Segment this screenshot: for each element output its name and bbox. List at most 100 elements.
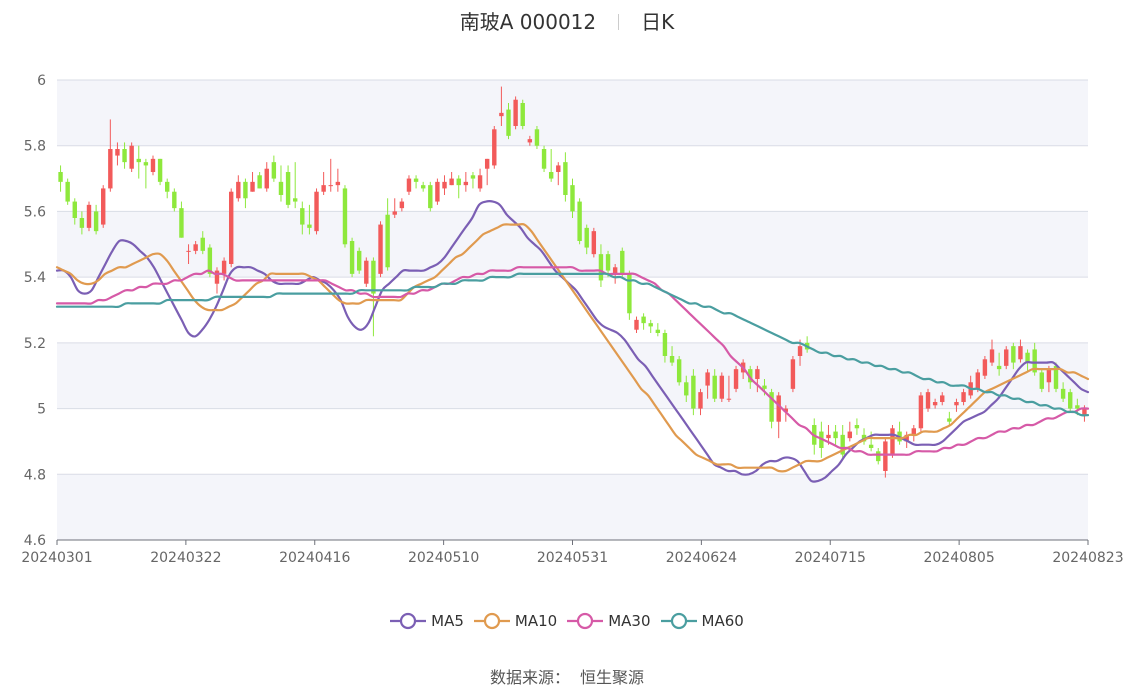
candle-body [1039, 372, 1044, 389]
candle [947, 411, 952, 425]
candle [385, 198, 390, 271]
legend-item-ma10[interactable]: MA10 [473, 612, 557, 630]
candle [499, 86, 504, 126]
legend-label: MA5 [431, 612, 464, 630]
candle-body [1025, 352, 1030, 363]
candle-body [321, 185, 326, 192]
candle [648, 319, 653, 333]
candle-body [300, 208, 305, 225]
candle [712, 369, 717, 402]
candle [300, 201, 305, 235]
x-tick-label: 20240624 [666, 550, 737, 566]
candle-body [236, 181, 241, 199]
source-value: 恒生聚源 [580, 668, 645, 687]
candle [250, 172, 255, 192]
candle-body [115, 149, 120, 156]
period-label: 日K [641, 10, 675, 34]
candle-body [129, 145, 134, 169]
candle [349, 237, 355, 278]
candle-body [947, 418, 952, 422]
candle [463, 172, 469, 192]
candle-body [975, 372, 980, 389]
candle [129, 142, 134, 172]
candle-body [101, 188, 106, 225]
x-tick-label: 20240510 [408, 550, 479, 566]
candle-body [435, 181, 440, 202]
candle [918, 392, 924, 432]
candle [307, 204, 312, 235]
candle [165, 178, 170, 199]
candle [470, 172, 476, 189]
candle [776, 392, 781, 439]
candle [669, 346, 675, 366]
candle [1053, 362, 1059, 393]
candle-body [484, 158, 490, 169]
candle [456, 175, 461, 199]
candle [940, 392, 945, 406]
x-tick-label: 20240823 [1052, 550, 1123, 566]
candle-body [328, 185, 333, 187]
candle-body [385, 214, 390, 268]
candle-body [669, 356, 675, 363]
legend-marker-icon [390, 612, 427, 630]
candle [556, 162, 561, 186]
candle [172, 188, 177, 212]
y-tick-label: 5.2 [24, 336, 46, 352]
legend-marker-icon [660, 612, 697, 630]
candle-body [932, 402, 938, 406]
candle-body [954, 402, 959, 406]
legend-marker-icon [567, 612, 604, 630]
candle-body [996, 365, 1002, 370]
candle-body [307, 224, 312, 228]
stock-name-code: 南玻A 000012 [459, 10, 597, 34]
candle-body [726, 398, 732, 400]
candle-body [492, 129, 497, 166]
legend: MA5 MA10 MA30 MA60 [0, 612, 1134, 634]
grid-band [57, 342, 1088, 409]
candle-body [989, 349, 995, 363]
candle-body [122, 149, 127, 163]
candle [1011, 342, 1016, 370]
candle-body [769, 392, 774, 422]
candle-body [904, 434, 909, 442]
candle-body [733, 369, 739, 389]
candle [108, 119, 113, 192]
candle [449, 172, 454, 186]
candle-body [449, 178, 454, 186]
candle-body [648, 323, 653, 327]
candle [769, 388, 774, 429]
candle [1039, 369, 1044, 393]
candle-body [72, 201, 77, 218]
candle [285, 165, 291, 209]
candle-body [278, 181, 284, 195]
legend-item-ma30[interactable]: MA30 [567, 612, 651, 630]
x-tick-label: 20240416 [279, 550, 350, 566]
candle [634, 316, 639, 333]
candle-body [570, 185, 575, 212]
candle [989, 339, 995, 366]
candle-body [662, 333, 668, 356]
candle-body [605, 254, 611, 271]
y-tick-label: 5.8 [24, 139, 46, 155]
candle [86, 201, 92, 232]
candle [1060, 382, 1066, 402]
candle-body [762, 385, 767, 389]
candle [1032, 342, 1037, 376]
candle-body [406, 178, 412, 192]
series-line-ma5 [55, 200, 1090, 483]
candle [321, 172, 326, 195]
candle-body [172, 191, 177, 209]
legend-item-ma60[interactable]: MA60 [660, 612, 744, 630]
candle [364, 257, 369, 287]
y-tick-label: 5.6 [24, 204, 46, 220]
candle-body [335, 181, 341, 186]
candle-body [890, 428, 895, 455]
candle [655, 323, 661, 337]
candle [541, 145, 547, 172]
candle-body [982, 359, 988, 376]
legend-item-ma5[interactable]: MA5 [390, 612, 464, 630]
candle [620, 247, 625, 278]
candle [335, 168, 341, 192]
grid-band [57, 80, 1088, 146]
candle-body [1075, 405, 1080, 409]
